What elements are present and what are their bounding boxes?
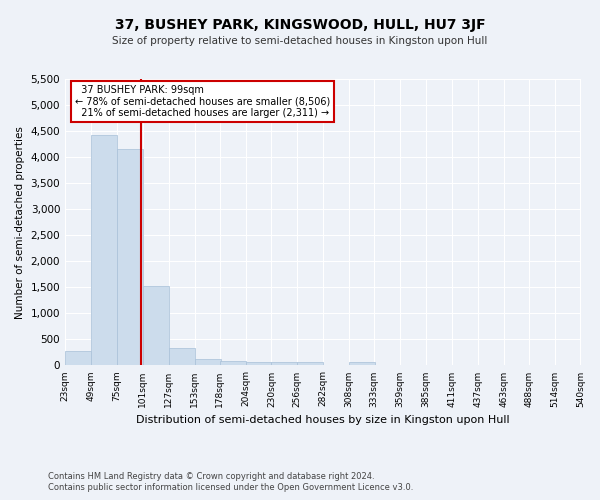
Bar — [65, 351, 91, 366]
Text: Size of property relative to semi-detached houses in Kingston upon Hull: Size of property relative to semi-detach… — [112, 36, 488, 46]
Text: 37, BUSHEY PARK, KINGSWOOD, HULL, HU7 3JF: 37, BUSHEY PARK, KINGSWOOD, HULL, HU7 3J… — [115, 18, 485, 32]
Bar — [298, 362, 323, 366]
X-axis label: Distribution of semi-detached houses by size in Kingston upon Hull: Distribution of semi-detached houses by … — [136, 415, 509, 425]
Bar — [245, 362, 271, 366]
Bar — [117, 150, 143, 366]
Text: 37 BUSHEY PARK: 99sqm
← 78% of semi-detached houses are smaller (8,506)
  21% of: 37 BUSHEY PARK: 99sqm ← 78% of semi-deta… — [76, 84, 331, 118]
Bar — [169, 348, 194, 366]
Text: Contains HM Land Registry data © Crown copyright and database right 2024.: Contains HM Land Registry data © Crown c… — [48, 472, 374, 481]
Bar — [271, 362, 298, 366]
Bar — [91, 134, 117, 366]
Text: Contains public sector information licensed under the Open Government Licence v3: Contains public sector information licen… — [48, 484, 413, 492]
Y-axis label: Number of semi-detached properties: Number of semi-detached properties — [15, 126, 25, 318]
Bar — [349, 362, 375, 366]
Bar — [194, 359, 221, 366]
Bar — [220, 362, 245, 366]
Bar — [143, 286, 169, 366]
